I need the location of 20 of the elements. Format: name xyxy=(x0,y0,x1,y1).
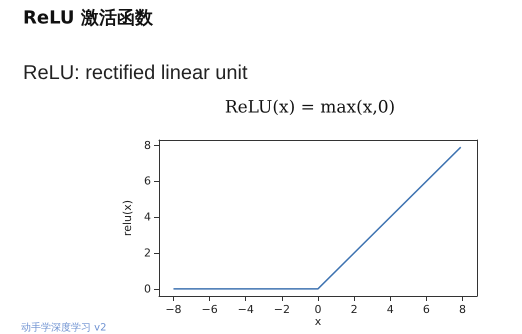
x-tick-label: 2 xyxy=(350,303,358,316)
x-tick-label: −6 xyxy=(201,303,218,316)
y-tick-label: 6 xyxy=(144,174,151,188)
x-tick-label: −8 xyxy=(165,303,182,316)
x-tick-label: −2 xyxy=(274,303,290,316)
x-tick-label: 4 xyxy=(386,303,394,316)
x-tick-label: −4 xyxy=(238,303,254,316)
y-axis-title: relu(x) xyxy=(121,200,134,236)
x-axis-title: x xyxy=(314,315,322,328)
text: 动手学深度学习 v2 xyxy=(21,322,106,334)
x-tick-label: 0 xyxy=(314,303,322,316)
chart-subtitle: ReLU: rectified linear unit xyxy=(23,62,248,84)
y-tick-label: 4 xyxy=(144,210,151,224)
y-tick-label: 8 xyxy=(144,138,151,152)
text: ReLU(x) = max(x,0) xyxy=(224,98,396,118)
chart-title: ReLU 激活函数 xyxy=(23,8,154,28)
y-tick-label: 0 xyxy=(144,282,151,296)
x-tick-label: 6 xyxy=(422,303,430,316)
y-tick-label: 2 xyxy=(144,246,151,260)
x-tick-label: 8 xyxy=(459,303,466,316)
